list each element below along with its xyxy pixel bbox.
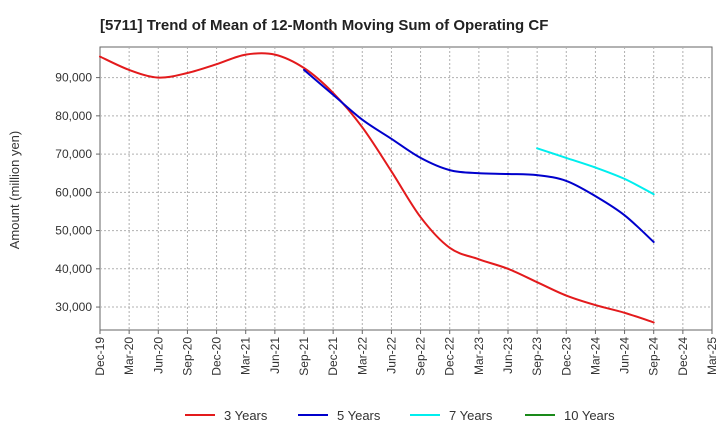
legend: 3 Years 5 Years 7 Years 10 Years (185, 408, 615, 423)
x-tick-label: Dec-21 (326, 337, 340, 376)
legend-label-10-years: 10 Years (564, 408, 615, 423)
y-axis-label: Amount (million yen) (7, 131, 22, 250)
legend-label-7-years: 7 Years (449, 408, 493, 423)
x-tick-label: Mar-20 (122, 337, 136, 375)
x-tick-label: Jun-23 (501, 337, 515, 374)
x-tick-label: Dec-20 (210, 337, 224, 376)
y-tick-label: 30,000 (55, 300, 92, 314)
series-line-5-years (303, 68, 655, 243)
x-tick-label: Dec-19 (93, 337, 107, 376)
legend-label-3-years: 3 Years (224, 408, 268, 423)
x-tick-label: Jun-24 (618, 337, 632, 374)
x-tick-label: Dec-22 (443, 337, 457, 376)
x-tick-label: Sep-22 (414, 337, 428, 376)
x-gridlines (128, 47, 684, 330)
chart-title: [5711] Trend of Mean of 12-Month Moving … (100, 17, 548, 34)
x-tick-label: Mar-25 (705, 337, 719, 375)
x-tick-label: Dec-24 (676, 337, 690, 376)
x-tick-label: Mar-24 (588, 337, 602, 375)
y-tick-label: 40,000 (55, 262, 92, 276)
y-gridlines (100, 77, 712, 308)
legend-label-5-years: 5 Years (337, 408, 381, 423)
y-axis-ticks: 30,000 40,000 50,000 60,000 70,000 80,000 90,0… (55, 71, 100, 314)
x-tick-label: Sep-21 (297, 337, 311, 376)
y-tick-label: 50,000 (55, 224, 92, 238)
x-axis-ticks: Dec-19 Mar-20 Jun-20 Sep-20 Dec-20 Mar-21 Jun-… (93, 330, 719, 376)
y-tick-label: 70,000 (55, 147, 92, 161)
x-tick-label: Mar-23 (472, 337, 486, 375)
series-line-3-years (99, 52, 655, 324)
x-tick-label: Jun-20 (151, 337, 165, 374)
x-tick-label: Sep-20 (180, 337, 194, 376)
x-tick-label: Jun-22 (384, 337, 398, 374)
y-tick-label: 60,000 (55, 185, 92, 199)
x-tick-label: Dec-23 (559, 337, 573, 376)
plot-frame (99, 46, 713, 331)
y-tick-label: 90,000 (55, 71, 92, 85)
series-line-7-years (536, 147, 655, 196)
x-tick-label: Sep-23 (530, 337, 544, 376)
y-tick-label: 80,000 (55, 109, 92, 123)
plot-area (99, 46, 713, 331)
x-tick-label: Jun-21 (268, 337, 282, 374)
x-tick-label: Sep-24 (647, 337, 661, 376)
x-tick-label: Mar-22 (355, 337, 369, 375)
series-lines (99, 52, 655, 324)
x-tick-label: Mar-21 (239, 337, 253, 375)
